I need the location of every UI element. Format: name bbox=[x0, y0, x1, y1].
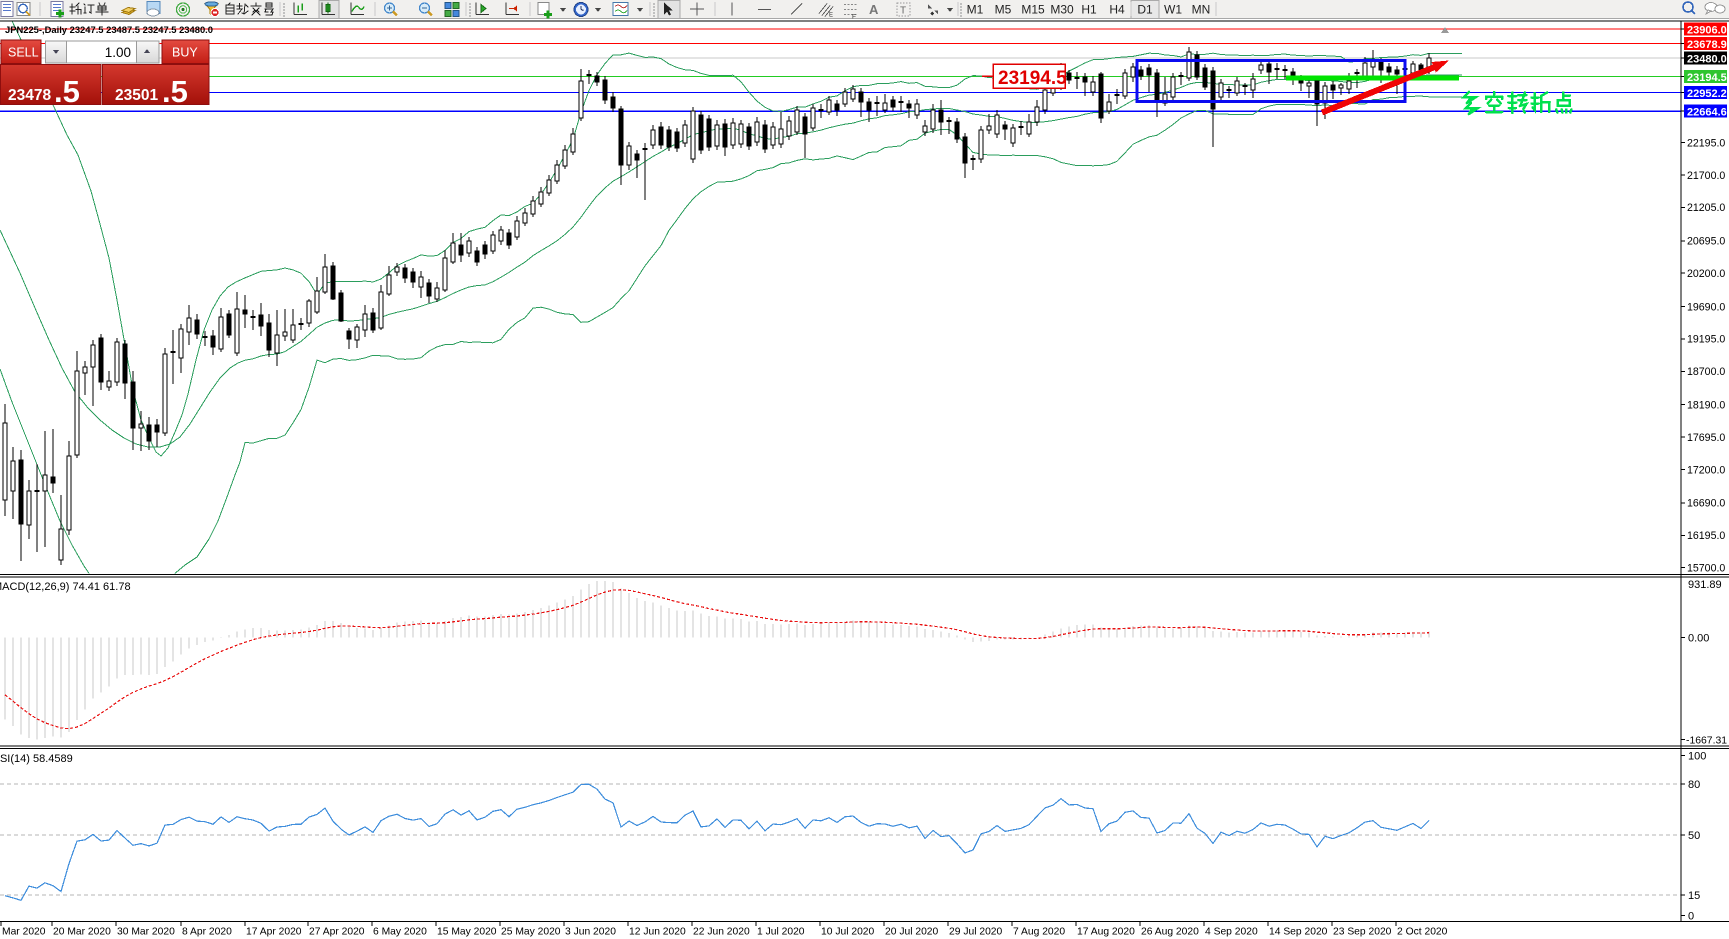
svg-text:2 Oct 2020: 2 Oct 2020 bbox=[1397, 927, 1448, 938]
svg-text:3 Jun 2020: 3 Jun 2020 bbox=[565, 927, 616, 938]
svg-text:20 Mar 2020: 20 Mar 2020 bbox=[53, 927, 111, 938]
svg-text:T: T bbox=[900, 6, 906, 17]
svg-text:15 May 2020: 15 May 2020 bbox=[437, 927, 497, 938]
svg-text:16195.0: 16195.0 bbox=[1687, 530, 1725, 542]
svg-text:H1: H1 bbox=[1081, 3, 1097, 17]
svg-text:M30: M30 bbox=[1050, 3, 1074, 17]
svg-text:23194.5: 23194.5 bbox=[1687, 72, 1727, 84]
svg-text:W1: W1 bbox=[1164, 3, 1182, 17]
svg-text:12 Jun 2020: 12 Jun 2020 bbox=[629, 927, 686, 938]
svg-text:100: 100 bbox=[1688, 750, 1706, 762]
svg-text:BUY: BUY bbox=[172, 46, 198, 60]
svg-text:20695.0: 20695.0 bbox=[1687, 236, 1725, 248]
svg-text:22952.2: 22952.2 bbox=[1687, 88, 1727, 100]
svg-text:4 Sep 2020: 4 Sep 2020 bbox=[1205, 927, 1258, 938]
svg-text:23678.9: 23678.9 bbox=[1687, 39, 1727, 51]
svg-text:23501: 23501 bbox=[115, 87, 158, 104]
svg-text:80: 80 bbox=[1688, 779, 1700, 791]
svg-text:29 Jul 2020: 29 Jul 2020 bbox=[949, 927, 1003, 938]
svg-text:MN: MN bbox=[1192, 3, 1211, 17]
svg-text:M5: M5 bbox=[995, 3, 1012, 17]
svg-text:1 Jul 2020: 1 Jul 2020 bbox=[757, 927, 805, 938]
svg-text:.5: .5 bbox=[54, 74, 80, 109]
svg-text:17695.0: 17695.0 bbox=[1687, 432, 1725, 444]
svg-text:6 May 2020: 6 May 2020 bbox=[373, 927, 427, 938]
svg-text:MACD(12,26,9) 74.41 61.78: MACD(12,26,9) 74.41 61.78 bbox=[0, 581, 131, 593]
svg-text:22 Jun 2020: 22 Jun 2020 bbox=[693, 927, 750, 938]
svg-text:23194.5: 23194.5 bbox=[998, 68, 1067, 89]
svg-text:Mar 2020: Mar 2020 bbox=[2, 927, 46, 938]
svg-text:16690.0: 16690.0 bbox=[1687, 498, 1725, 510]
svg-text:23478: 23478 bbox=[8, 87, 51, 104]
svg-text:18700.0: 18700.0 bbox=[1687, 366, 1725, 378]
svg-text:8 Apr 2020: 8 Apr 2020 bbox=[182, 927, 232, 938]
svg-text:23 Sep 2020: 23 Sep 2020 bbox=[1333, 927, 1392, 938]
svg-text:M15: M15 bbox=[1021, 3, 1045, 17]
svg-text:18190.0: 18190.0 bbox=[1687, 400, 1725, 412]
svg-text:H4: H4 bbox=[1109, 3, 1125, 17]
svg-text:26 Aug 2020: 26 Aug 2020 bbox=[1141, 927, 1199, 938]
svg-text:931.89: 931.89 bbox=[1688, 579, 1722, 591]
svg-text:17200.0: 17200.0 bbox=[1687, 464, 1725, 476]
svg-text:17 Apr 2020: 17 Apr 2020 bbox=[246, 927, 302, 938]
svg-text:27 Apr 2020: 27 Apr 2020 bbox=[309, 927, 365, 938]
svg-text:F: F bbox=[852, 14, 856, 21]
svg-text:23480.0: 23480.0 bbox=[1687, 54, 1727, 66]
svg-text:17 Aug 2020: 17 Aug 2020 bbox=[1077, 927, 1135, 938]
svg-text:M1: M1 bbox=[967, 3, 984, 17]
svg-text:50: 50 bbox=[1688, 830, 1700, 842]
svg-text:21205.0: 21205.0 bbox=[1687, 202, 1725, 214]
svg-text:1.00: 1.00 bbox=[105, 45, 131, 60]
svg-text:21700.0: 21700.0 bbox=[1687, 170, 1725, 182]
svg-text:JPN225-,Daily 23247.5 23487.5: JPN225-,Daily 23247.5 23487.5 23247.5 23… bbox=[5, 24, 213, 35]
svg-text:SELL: SELL bbox=[8, 46, 39, 60]
svg-text:-1667.31: -1667.31 bbox=[1686, 735, 1727, 746]
svg-text:RSI(14) 58.4589: RSI(14) 58.4589 bbox=[0, 753, 73, 765]
svg-text:0: 0 bbox=[1688, 911, 1694, 923]
svg-text:15700.0: 15700.0 bbox=[1687, 563, 1725, 575]
svg-text:15: 15 bbox=[1688, 890, 1700, 902]
svg-text:7 Aug 2020: 7 Aug 2020 bbox=[1013, 927, 1065, 938]
svg-text:20200.0: 20200.0 bbox=[1687, 268, 1725, 280]
svg-text:20 Jul 2020: 20 Jul 2020 bbox=[885, 927, 939, 938]
svg-text:19690.0: 19690.0 bbox=[1687, 301, 1725, 313]
svg-text:0.00: 0.00 bbox=[1688, 633, 1709, 645]
svg-text:A: A bbox=[869, 2, 879, 17]
svg-text:19195.0: 19195.0 bbox=[1687, 334, 1725, 346]
svg-text:25 May 2020: 25 May 2020 bbox=[501, 927, 561, 938]
svg-text:23906.0: 23906.0 bbox=[1687, 25, 1727, 37]
svg-text:22664.6: 22664.6 bbox=[1687, 107, 1727, 119]
svg-text:D1: D1 bbox=[1137, 3, 1153, 17]
svg-text:22195.0: 22195.0 bbox=[1687, 137, 1725, 149]
svg-text:E: E bbox=[829, 13, 833, 19]
svg-text:.5: .5 bbox=[162, 74, 188, 109]
svg-text:14 Sep 2020: 14 Sep 2020 bbox=[1269, 927, 1328, 938]
svg-text:10 Jul 2020: 10 Jul 2020 bbox=[821, 927, 875, 938]
svg-text:30 Mar 2020: 30 Mar 2020 bbox=[117, 927, 175, 938]
